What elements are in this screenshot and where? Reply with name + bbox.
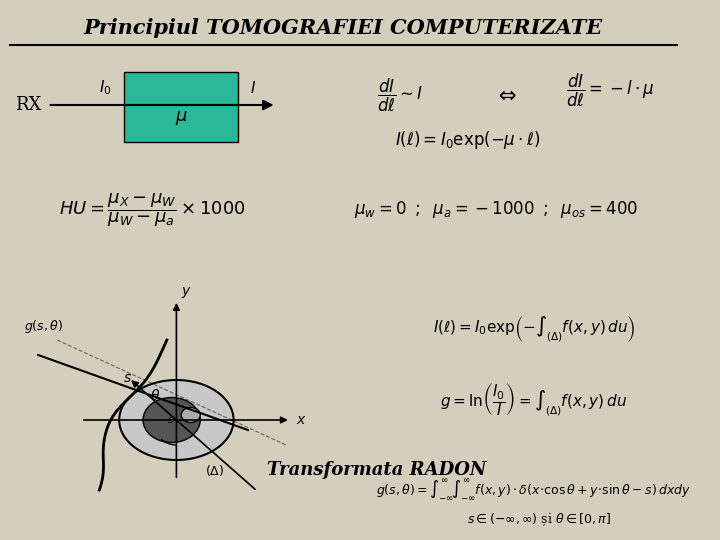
Text: $s \in (-\infty, \infty)$ și $\theta \in [0,\pi]$: $s \in (-\infty, \infty)$ și $\theta \in… xyxy=(467,511,611,529)
Text: $I(\ell) = I_0 \exp\!\left(-\int_{(\Delta)} f(x,y)\,du\right)$: $I(\ell) = I_0 \exp\!\left(-\int_{(\Delt… xyxy=(433,315,635,345)
Text: $\mu$: $\mu$ xyxy=(175,109,188,127)
Text: $I$: $I$ xyxy=(250,80,256,96)
Text: Transformata RADON: Transformata RADON xyxy=(267,461,486,479)
Text: $s$: $s$ xyxy=(167,415,174,425)
Text: $\mu_w = 0 \;\;;\;\; \mu_a = -1000 \;\;;\;\; \mu_{os} = 400$: $\mu_w = 0 \;\;;\;\; \mu_a = -1000 \;\;;… xyxy=(354,199,638,220)
Text: $\dfrac{dI}{d\ell} = -l \cdot \mu$: $\dfrac{dI}{d\ell} = -l \cdot \mu$ xyxy=(566,71,654,109)
Text: $g = \ln\!\left(\dfrac{I_0}{I}\right) = \int_{(\Delta)} f(x,y)\,du$: $g = \ln\!\left(\dfrac{I_0}{I}\right) = … xyxy=(441,382,627,418)
Ellipse shape xyxy=(120,380,233,460)
Text: $g(s,\theta) = \int_{-\infty}^{\infty}\!\int_{-\infty}^{\infty} f(x,y)\cdot\delt: $g(s,\theta) = \int_{-\infty}^{\infty}\!… xyxy=(377,477,691,503)
Text: $\Leftrightarrow$: $\Leftrightarrow$ xyxy=(494,85,516,105)
Text: $\theta$: $\theta$ xyxy=(150,388,160,403)
Text: $x$: $x$ xyxy=(296,413,306,427)
Text: $\dfrac{dI}{d\ell} \sim I$: $\dfrac{dI}{d\ell} \sim I$ xyxy=(377,76,423,113)
Bar xyxy=(124,72,238,142)
Ellipse shape xyxy=(143,397,200,442)
Text: RX: RX xyxy=(15,96,42,114)
Text: $y$: $y$ xyxy=(181,285,192,300)
Text: $I(\ell) = I_0 \exp(-\mu \cdot \ell)$: $I(\ell) = I_0 \exp(-\mu \cdot \ell)$ xyxy=(395,129,540,151)
Text: $s$: $s$ xyxy=(122,370,132,384)
Text: $I_0$: $I_0$ xyxy=(99,79,111,97)
Text: Principiul TOMOGRAFIEI COMPUTERIZATE: Principiul TOMOGRAFIEI COMPUTERIZATE xyxy=(84,18,603,38)
Text: $g(s,\theta)$: $g(s,\theta)$ xyxy=(24,318,63,335)
Text: $(\Delta)$: $(\Delta)$ xyxy=(205,463,224,478)
Text: $HU = \dfrac{\mu_X - \mu_W}{\mu_W - \mu_a} \times 1000$: $HU = \dfrac{\mu_X - \mu_W}{\mu_W - \mu_… xyxy=(59,191,246,229)
Ellipse shape xyxy=(181,408,200,422)
